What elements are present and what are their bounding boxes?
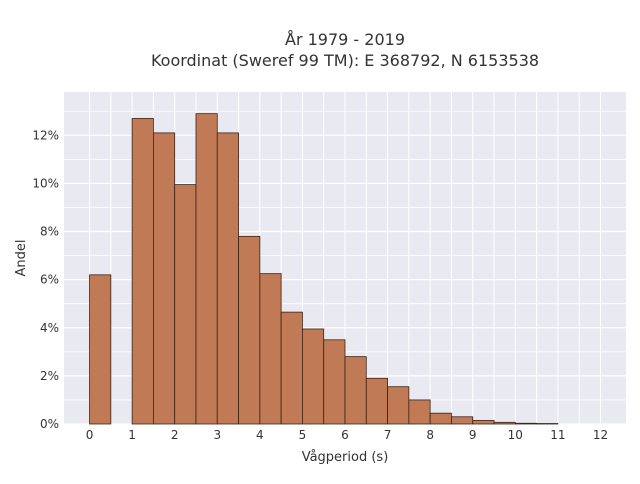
bar-0	[89, 274, 112, 425]
x-axis-label: Vågperiod (s)	[302, 450, 389, 465]
bar-20	[536, 423, 559, 425]
y-tick-label: 8%	[40, 225, 59, 239]
y-tick-label: 4%	[40, 321, 59, 335]
chart-title-line-1: År 1979 - 2019	[285, 30, 405, 49]
x-tick-label: 8	[426, 428, 434, 442]
y-tick-labels: 0% 2% 4% 6% 8% 10% 12%	[32, 128, 59, 431]
bar-17	[472, 419, 495, 425]
bar-8	[280, 311, 303, 425]
x-tick-label: 10	[508, 428, 523, 442]
y-tick-label: 0%	[40, 417, 59, 431]
bar-12	[365, 377, 388, 425]
x-tick-label: 9	[469, 428, 477, 442]
x-tick-label: 12	[593, 428, 608, 442]
bar-1	[131, 118, 154, 425]
y-tick-label: 12%	[32, 128, 59, 142]
y-axis-label: Andel	[14, 240, 29, 277]
x-tick-label: 11	[550, 428, 565, 442]
x-tick-label: 1	[128, 428, 136, 442]
bar-13	[387, 386, 410, 425]
x-tick-label: 5	[299, 428, 307, 442]
bar-11	[344, 356, 367, 425]
bar-10	[323, 339, 346, 425]
y-tick-label: 10%	[32, 176, 59, 190]
bar-4	[195, 113, 218, 425]
x-tick-label: 2	[171, 428, 179, 442]
bar-6	[238, 235, 261, 425]
x-tick-labels: 0 1 2 3 4 5 6 7 8 9 10 11 12	[86, 428, 608, 442]
x-tick-label: 0	[86, 428, 94, 442]
y-tick-label: 6%	[40, 273, 59, 287]
bar-15	[429, 412, 452, 425]
chart-title-line-2: Koordinat (Sweref 99 TM): E 368792, N 61…	[151, 51, 539, 70]
bar-14	[408, 399, 431, 425]
bar-9	[302, 328, 325, 425]
y-tick-label: 2%	[40, 369, 59, 383]
x-tick-label: 4	[256, 428, 264, 442]
x-tick-label: 3	[213, 428, 221, 442]
bar-2	[153, 132, 176, 425]
bar-16	[451, 416, 474, 425]
bar-7	[259, 273, 282, 425]
bar-18	[493, 421, 516, 425]
bar-3	[174, 184, 197, 425]
x-tick-label: 6	[341, 428, 349, 442]
x-tick-label: 7	[384, 428, 392, 442]
bar-5	[216, 132, 239, 425]
bar-19	[514, 422, 537, 425]
bars	[89, 113, 559, 425]
